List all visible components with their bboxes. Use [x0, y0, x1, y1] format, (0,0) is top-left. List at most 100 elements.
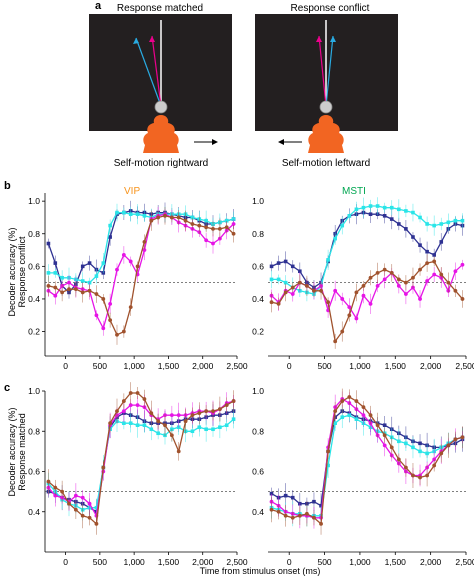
data-point: [218, 425, 222, 430]
data-point: [122, 210, 126, 215]
data-point: [418, 243, 422, 247]
data-point: [135, 212, 140, 216]
data-point: [190, 413, 195, 418]
data-point: [87, 288, 92, 293]
y-tick-label: 0.8: [28, 426, 40, 436]
data-point: [149, 427, 154, 432]
data-point: [269, 277, 274, 282]
data-point: [217, 407, 222, 412]
data-point: [460, 262, 465, 267]
data-point: [368, 212, 373, 216]
y-tick-label: 1.0: [28, 386, 40, 396]
data-point: [46, 271, 51, 275]
data-point: [204, 218, 208, 223]
data-point: [368, 301, 373, 306]
data-point: [149, 411, 154, 416]
data-point: [347, 413, 352, 417]
data-point: [361, 413, 366, 418]
data-point: [94, 521, 99, 526]
data-point: [231, 222, 236, 226]
data-point: [319, 503, 323, 508]
magenta-heading-arrow: [318, 35, 327, 107]
data-point: [396, 284, 401, 288]
data-point: [60, 275, 64, 280]
x-tick-label: 2,000: [192, 557, 214, 567]
data-point: [404, 209, 408, 213]
data-point: [128, 391, 133, 395]
y-tick-label: 0.6: [252, 261, 264, 271]
data-point: [297, 513, 302, 518]
data-point: [368, 413, 373, 418]
data-point: [340, 223, 345, 228]
data-point: [149, 218, 154, 223]
x-axis-title: Time from stimulus onset (ms): [199, 566, 321, 576]
data-point: [375, 284, 380, 288]
data-point: [312, 288, 316, 293]
data-point: [101, 261, 106, 265]
data-point: [333, 409, 338, 414]
data-point: [156, 419, 161, 424]
data-point: [46, 241, 51, 246]
data-point: [361, 284, 366, 288]
data-point: [53, 485, 58, 490]
data-point: [460, 218, 465, 223]
data-point: [446, 280, 451, 285]
data-point: [204, 409, 209, 414]
data-point: [128, 212, 133, 216]
data-point: [94, 313, 99, 318]
x-tick-label: 2,500: [226, 361, 248, 371]
data-point: [156, 431, 160, 436]
x-tick-label: 0: [63, 361, 68, 371]
y-tick-label: 0.8: [252, 426, 264, 436]
x-tick-label: 2,000: [420, 557, 442, 567]
data-point: [53, 293, 58, 298]
data-point: [128, 259, 133, 264]
data-point: [425, 261, 430, 265]
data-point: [53, 285, 58, 290]
x-tick-label: 0: [287, 361, 292, 371]
data-point: [53, 493, 58, 498]
x-tick-label: 2,000: [192, 361, 214, 371]
data-point: [340, 399, 345, 403]
scene-left-drawing: [133, 20, 168, 114]
series-line: [271, 260, 463, 343]
data-point: [418, 215, 422, 220]
data-point: [354, 290, 359, 295]
data-point: [333, 339, 338, 344]
scene-left-display: [89, 14, 232, 131]
data-point: [94, 274, 99, 278]
data-point: [425, 249, 429, 254]
data-point: [197, 425, 202, 430]
data-point: [382, 433, 387, 438]
data-point: [73, 507, 78, 512]
cyan-arrowhead: [330, 36, 336, 42]
x-tick-label: 1,000: [349, 361, 371, 371]
data-point: [297, 280, 302, 285]
data-point: [269, 507, 274, 512]
magenta-heading-arrow: [151, 35, 162, 107]
y-tick-label: 1.0: [252, 196, 264, 206]
data-point: [397, 207, 401, 212]
data-point: [425, 222, 429, 226]
data-point: [290, 285, 295, 290]
x-tick-label: 2,500: [455, 557, 474, 567]
data-point: [319, 521, 323, 526]
scene-right-caption: Self-motion leftward: [281, 158, 371, 169]
data-point: [418, 267, 422, 272]
series-line: [48, 215, 235, 336]
data-point: [389, 205, 394, 210]
data-point: [217, 226, 222, 231]
data-point: [176, 449, 181, 454]
series-line: [48, 213, 235, 331]
data-point: [128, 421, 133, 425]
data-point: [368, 275, 373, 280]
data-point: [326, 463, 330, 468]
y-tick-label: 0.2: [252, 327, 264, 337]
data-point: [80, 513, 85, 518]
data-point: [382, 277, 387, 282]
data-point: [411, 210, 415, 215]
data-point: [425, 279, 430, 283]
data-point: [115, 332, 119, 337]
y-tick-label: 0.8: [28, 229, 40, 239]
